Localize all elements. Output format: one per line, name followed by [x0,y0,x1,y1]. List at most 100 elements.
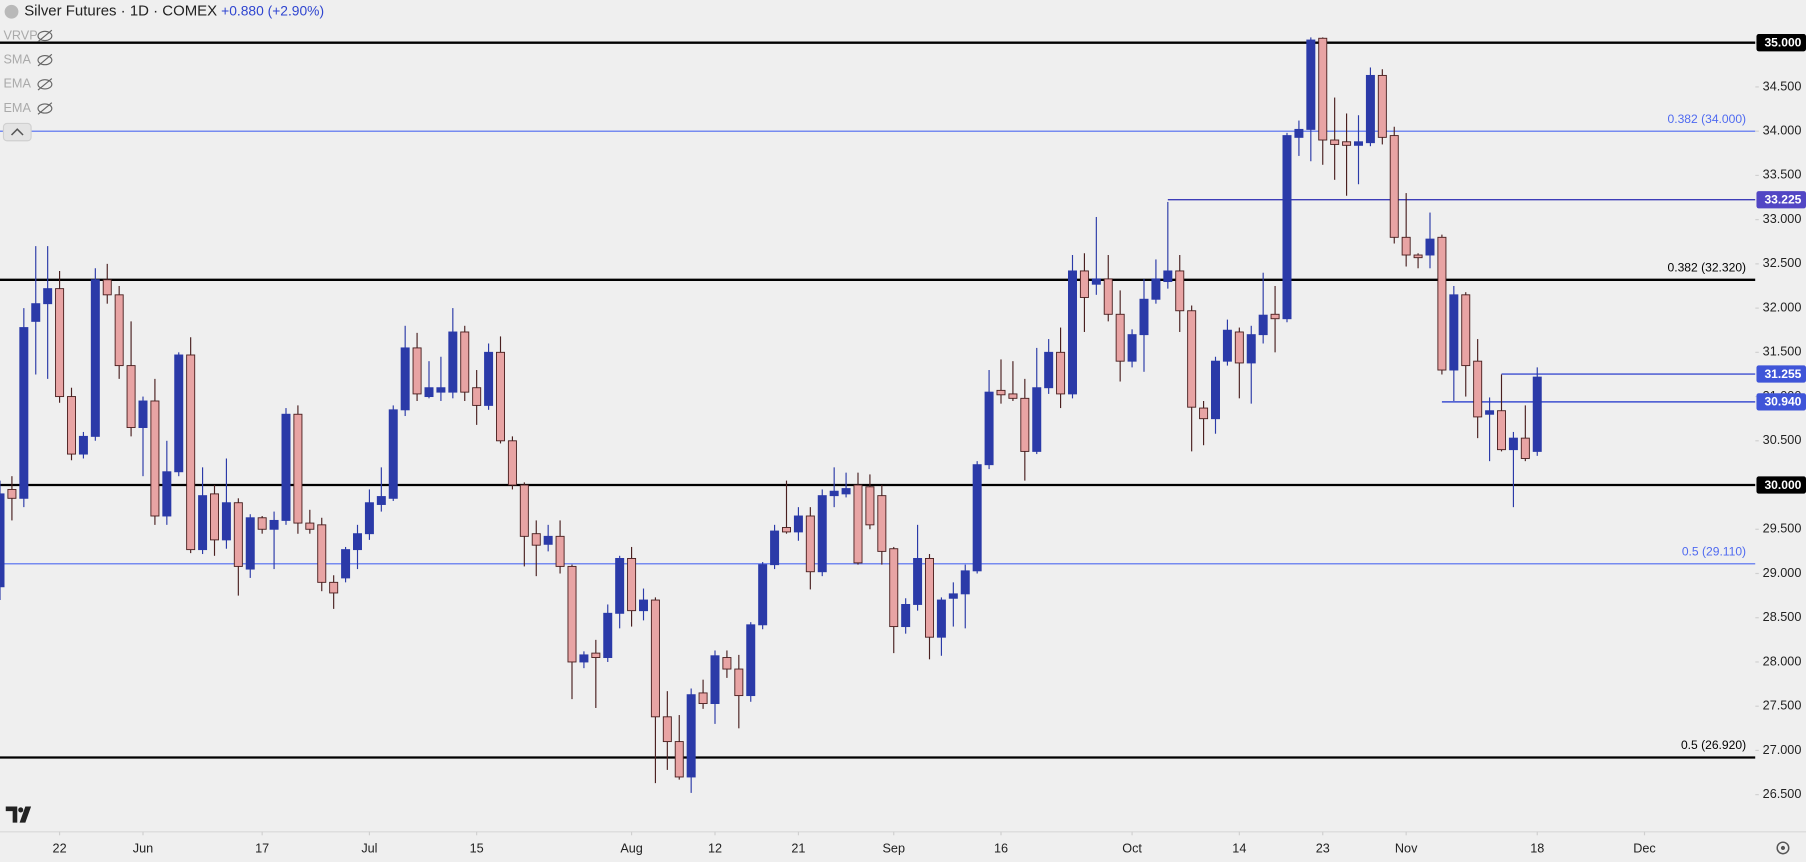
candle-body [245,517,255,570]
x-tick-label: Sep [882,841,905,855]
candle-body [627,557,637,612]
candle-body [90,279,100,437]
candle-body [138,400,148,428]
candle-body [758,564,768,626]
eye-slash [37,102,53,115]
candle-body [484,351,494,406]
x-tick-label: Jun [133,841,153,855]
candle-body [555,535,565,567]
candle-body [269,519,279,530]
price-tag [1756,365,1806,383]
settings-icon [1776,841,1790,855]
candle-body [674,741,684,778]
candle-body [293,413,303,524]
candle-body [913,557,923,605]
candle-body [1508,437,1518,451]
price-change: +0.880 (+2.90%) [221,2,324,18]
x-tick-label: Aug [620,841,643,855]
candle-body [126,365,136,428]
candle-body [972,464,982,572]
level-label: 0.5 (26.920) [1681,738,1746,752]
eye-icon [37,103,53,114]
visibility-toggle[interactable] [37,53,53,67]
candle-body [114,294,124,367]
candle-body [853,484,863,564]
candle-body [901,604,911,628]
visibility-toggle[interactable] [37,29,53,43]
candle-body [210,493,219,541]
candle-body [710,655,720,705]
candle-body [841,488,851,495]
candle-body [1139,298,1149,336]
candle-body [865,486,875,526]
x-tick-label: 23 [1316,841,1330,855]
settings-button[interactable] [1776,841,1790,855]
y-tick-label: 29.000 [1763,566,1802,580]
candle-body [1199,407,1209,420]
price-tag [1756,393,1806,411]
plot-area: 0.382 (34.000) 0.382 (32.320) 0.5 (29.110)… [0,37,1756,793]
candle-body [55,288,65,398]
candle-body [1425,238,1435,256]
candle-body [567,565,577,663]
candle-body [364,502,374,535]
candle-body [615,557,625,614]
price-tag-label: 31.255 [1764,367,1801,381]
symbol-icon [4,4,19,19]
candle-body [221,502,231,541]
price-axis [1755,0,1806,862]
candle-body [698,692,708,705]
candle-body [925,557,934,638]
eye-icon [37,54,53,66]
candle-body [1377,74,1387,138]
candle-body [31,303,41,322]
y-tick-label: 29.500 [1763,522,1802,536]
candle-body [1115,313,1125,362]
candle-body [1497,410,1506,451]
x-tick-label: 22 [53,841,67,855]
candle-body [1270,313,1280,320]
y-tick-label: 27.000 [1763,743,1802,757]
eye-slash [37,53,53,67]
candle-body [519,484,529,537]
candle-body [1532,376,1542,452]
y-tick-label: 30.500 [1763,433,1802,447]
visibility-toggle[interactable] [37,102,53,115]
candle-body [388,409,398,499]
candle-body [829,490,839,497]
candle-body [662,716,672,743]
candle-body [67,396,76,455]
candle-body [1342,141,1352,146]
visibility-toggle[interactable] [37,78,53,91]
x-tick-label: 14 [1232,841,1246,855]
candle-body [353,533,362,551]
candle-body [1258,314,1268,336]
candle-body [1091,278,1101,285]
candle-body [1234,331,1244,364]
candle-body [579,654,589,663]
candle-body [1187,310,1197,408]
candle-body [436,387,446,393]
candle-body [1473,360,1483,418]
candle-body [1211,360,1220,420]
candle-body [1008,393,1018,399]
candle-body [722,657,732,670]
y-tick-label: 33.000 [1763,212,1802,226]
collapse-icon [10,128,24,136]
indicators: VRVP SMA EMA EMA [3,28,53,115]
candle-body [1389,135,1399,238]
candle-body [1246,334,1256,364]
y-tick-label: 28.500 [1763,610,1802,624]
y-tick-label: 34.000 [1763,124,1802,138]
candle-body [1056,351,1066,395]
eye-icon [37,30,53,42]
candle-body [984,391,994,466]
candle-body [639,599,648,612]
candle-body [1175,270,1185,312]
x-tick-label: Oct [1122,841,1142,855]
y-tick-label: 32.000 [1763,300,1802,314]
candle-body [317,524,327,583]
price-tag-label: 35.000 [1764,35,1801,49]
collapse-button[interactable] [2,122,32,142]
candle-body [1437,236,1447,371]
